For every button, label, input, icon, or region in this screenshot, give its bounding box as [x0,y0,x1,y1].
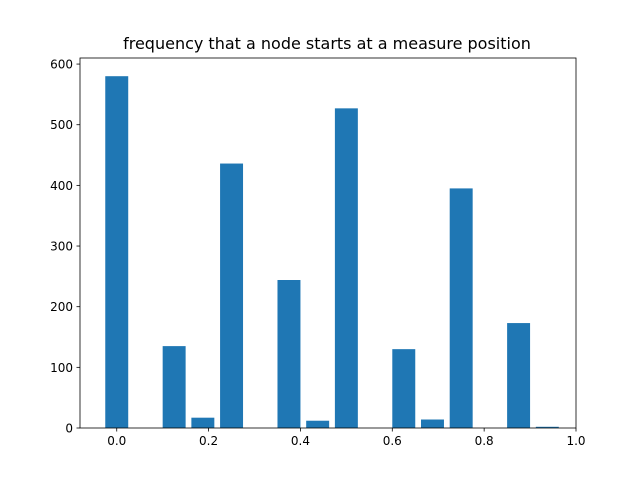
y-tick-label: 100 [50,361,73,375]
x-tick-label: 0.8 [475,434,494,448]
x-axis-ticks: 0.0 0.2 0.4 0.6 0.8 1.0 [107,428,586,448]
bar [105,76,129,429]
x-tick-label: 1.0 [566,434,585,448]
bar [334,108,358,428]
x-tick-label: 0.6 [383,434,402,448]
bar [449,188,473,428]
y-tick-label: 500 [50,118,73,132]
y-tick-label: 300 [50,240,73,254]
bars-group [105,76,559,429]
y-axis-ticks: 0 100 200 300 400 500 600 [50,58,80,436]
x-tick-label: 0.2 [199,434,218,448]
x-tick-label: 0.0 [107,434,126,448]
bar [306,420,330,428]
y-tick-label: 0 [65,422,73,436]
plot-frame [79,57,577,429]
chart-title: frequency that a node starts at a measur… [123,34,531,53]
bar [220,163,244,428]
bar [277,280,301,428]
bar [392,349,416,428]
bar [421,419,444,428]
bar [191,417,215,428]
bar [507,323,531,428]
bar [162,346,186,428]
y-tick-label: 200 [50,300,73,314]
bar [535,426,559,428]
y-tick-label: 400 [50,179,73,193]
y-tick-label: 600 [50,58,73,72]
x-tick-label: 0.4 [291,434,310,448]
